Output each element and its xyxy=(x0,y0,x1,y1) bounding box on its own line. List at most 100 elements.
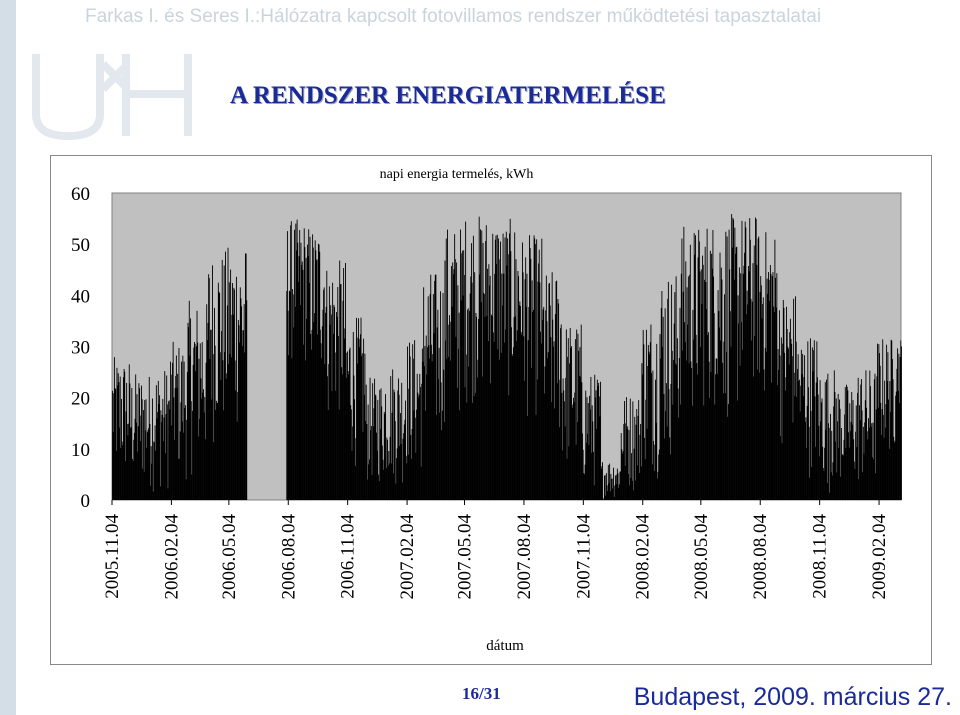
data-bar xyxy=(359,347,361,500)
data-bar xyxy=(359,334,361,500)
data-bar xyxy=(795,296,797,500)
data-bar xyxy=(387,465,389,500)
data-bar xyxy=(798,379,800,500)
data-bar xyxy=(806,448,807,500)
data-bar xyxy=(627,474,629,500)
data-bar xyxy=(843,439,845,500)
data-bar xyxy=(121,441,123,500)
data-bar xyxy=(425,410,427,500)
data-bar xyxy=(134,418,136,500)
data-bar xyxy=(552,319,554,500)
data-bar xyxy=(791,343,793,500)
data-bar xyxy=(220,379,222,500)
data-bar xyxy=(418,397,419,500)
data-bar xyxy=(160,410,162,500)
data-bar xyxy=(897,348,899,500)
data-bar xyxy=(310,349,312,500)
data-bar xyxy=(378,474,379,500)
data-bar xyxy=(398,378,399,500)
x-tick-label: 2008.05.04 xyxy=(691,514,712,600)
data-bar xyxy=(810,410,812,500)
data-bar xyxy=(548,283,550,500)
data-bar xyxy=(399,413,401,500)
x-tick-label: 2007.08.04 xyxy=(514,514,535,600)
data-bar xyxy=(354,465,356,500)
data-bar xyxy=(443,369,445,500)
x-tick-label: 2007.11.04 xyxy=(573,514,594,599)
data-bar xyxy=(665,383,667,500)
data-bar xyxy=(775,277,776,500)
data-bar xyxy=(589,395,591,500)
data-bar xyxy=(695,235,696,500)
data-bar xyxy=(820,402,822,500)
data-bar xyxy=(124,371,126,500)
data-bar xyxy=(532,309,534,500)
data-bar xyxy=(786,306,787,500)
data-bar xyxy=(128,423,130,500)
data-bar xyxy=(866,431,868,500)
data-bar xyxy=(301,264,303,500)
data-bar xyxy=(617,473,619,500)
data-bar xyxy=(474,392,476,500)
data-bar xyxy=(229,353,231,500)
data-bar xyxy=(526,273,528,500)
data-bar xyxy=(826,483,828,500)
data-bar xyxy=(454,259,456,500)
data-bar xyxy=(540,331,541,500)
data-bar xyxy=(529,247,531,500)
data-bar xyxy=(178,348,180,500)
data-bar xyxy=(758,236,760,500)
data-bar xyxy=(716,373,718,500)
data-bar xyxy=(862,426,864,500)
data-bar xyxy=(226,373,228,500)
data-bar xyxy=(476,377,478,500)
data-bar xyxy=(888,448,890,500)
data-bar xyxy=(828,423,829,500)
data-bar xyxy=(610,473,612,500)
data-bar xyxy=(832,462,834,500)
data-bar xyxy=(849,431,851,500)
data-bar xyxy=(573,397,574,500)
data-bar xyxy=(723,341,725,500)
data-bar xyxy=(772,272,774,500)
data-bar xyxy=(190,401,192,500)
data-bar xyxy=(649,342,651,500)
data-bar xyxy=(327,410,329,500)
data-bar xyxy=(826,379,827,500)
data-bar xyxy=(599,416,601,500)
data-bar xyxy=(181,421,183,500)
data-bar xyxy=(697,257,699,500)
data-bar xyxy=(515,259,517,500)
data-bar xyxy=(174,388,176,500)
data-bar xyxy=(512,347,514,500)
data-bar xyxy=(213,442,215,500)
data-bar xyxy=(155,385,157,500)
data-bar xyxy=(438,347,440,500)
data-bar xyxy=(369,377,371,500)
data-bar xyxy=(383,411,385,500)
data-bar xyxy=(858,479,860,500)
data-bar xyxy=(577,333,579,500)
data-bar xyxy=(518,305,520,500)
data-bar xyxy=(582,433,583,500)
data-bar xyxy=(396,448,398,500)
data-bar xyxy=(669,437,671,500)
data-bar xyxy=(834,391,836,500)
data-bar xyxy=(584,464,586,500)
data-bar xyxy=(749,239,751,500)
data-bar xyxy=(114,388,116,500)
data-bar xyxy=(731,214,733,500)
data-bar xyxy=(581,382,583,500)
data-bar xyxy=(800,349,802,500)
data-bar xyxy=(164,453,166,500)
data-bar xyxy=(542,319,543,500)
data-bar xyxy=(891,359,893,500)
data-bar xyxy=(522,272,524,500)
data-bar xyxy=(403,433,405,500)
data-bar xyxy=(637,415,639,500)
data-bar xyxy=(419,387,421,500)
data-bar xyxy=(225,378,227,500)
data-bar xyxy=(635,424,637,500)
data-bar xyxy=(536,239,538,500)
data-bar xyxy=(680,273,682,500)
